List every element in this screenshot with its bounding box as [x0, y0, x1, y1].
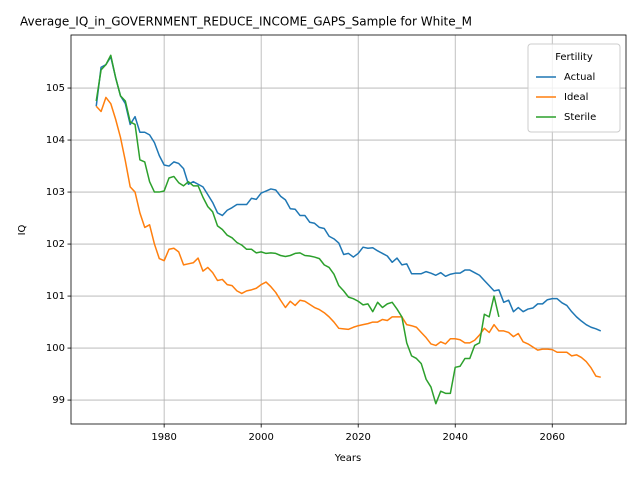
y-tick-label: 103	[46, 187, 65, 198]
legend-label: Sterile	[564, 112, 596, 123]
legend: Fertility Actual Ideal Sterile	[527, 43, 621, 133]
y-tick-label: 104	[46, 135, 65, 146]
x-axis-label: Years	[334, 453, 361, 464]
y-tick-label: 102	[46, 239, 65, 250]
x-tick-label: 1980	[151, 432, 176, 443]
plot-lines	[95, 54, 602, 405]
x-tick-label: 2040	[443, 432, 468, 443]
x-tick-label: 2020	[345, 432, 370, 443]
y-tick-label: 101	[46, 291, 65, 302]
y-tick-label: 100	[46, 343, 65, 354]
y-axis-label: IQ	[17, 224, 28, 235]
y-tick-label: 99	[52, 395, 65, 406]
series-line	[95, 96, 601, 378]
x-tick-label: 2060	[540, 432, 565, 443]
plot-frame	[70, 34, 627, 425]
series-line	[95, 56, 602, 332]
grid	[71, 35, 626, 424]
series-line	[95, 54, 500, 405]
legend-box	[527, 43, 621, 133]
legend-label: Actual	[564, 72, 595, 83]
legend-title: Fertility	[555, 52, 593, 63]
chart-title: Average_IQ_in_GOVERNMENT_REDUCE_INCOME_G…	[20, 15, 472, 29]
y-tick-label: 105	[46, 83, 65, 94]
legend-label: Ideal	[564, 92, 588, 103]
x-tick-label: 2000	[248, 432, 273, 443]
